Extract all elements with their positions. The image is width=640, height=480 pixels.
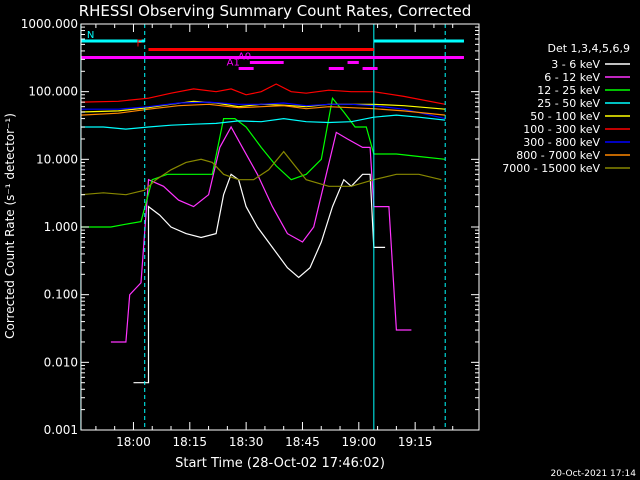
y-tick-label: 0.001 [44,423,78,437]
legend-label-300-800-kev: 300 - 800 keV [523,136,600,149]
timestamp: 20-Oct-2021 17:14 [551,469,637,479]
flag-label-a1: A1 [227,57,240,68]
x-tick-label: 19:00 [342,435,377,449]
flag-label-n: N [87,30,94,41]
x-tick-label: 19:15 [398,435,433,449]
y-tick-label: 100.000 [28,85,78,99]
y-tick-label: 0.100 [44,288,78,302]
flag-label-a0: A0 [238,51,251,62]
legend-label-6-12-kev: 6 - 12 keV [544,71,600,84]
x-tick-label: 18:00 [116,435,151,449]
legend-label-800-7000-kev: 800 - 7000 keV [516,149,600,162]
legend-label-12-25-kev: 12 - 25 keV [537,84,600,97]
x-tick-label: 18:15 [172,435,207,449]
flag-label-f: F [136,38,142,49]
legend-label-50-100-kev: 50 - 100 keV [530,110,600,123]
series-line-7000-15000-kev [81,150,442,196]
legend-title: Det 1,3,4,5,6,9 [547,42,630,55]
series-line-25-50-kev [81,114,446,130]
legend-label-7000-15000-kev: 7000 - 15000 keV [502,162,600,175]
series-group [81,83,446,384]
series-line-800-7000-kev [81,103,446,116]
chart-title: RHESSI Observing Summary Count Rates, Co… [79,2,472,20]
series-line-100-300-kev [81,83,446,105]
x-tick-label: 18:45 [285,435,320,449]
legend-label-3-6-kev: 3 - 6 keV [551,58,600,71]
y-tick-label: 0.010 [44,355,78,369]
series-line-300-800-kev [81,101,446,120]
y-axis-label: Corrected Count Rate (s⁻¹ detector⁻¹) [3,113,17,339]
series-line-6-12-kev [110,125,412,343]
x-tick-label: 18:30 [229,435,264,449]
series-line-12-25-kev [81,96,446,228]
legend-label-100-300-kev: 100 - 300 keV [523,123,600,136]
y-tick-label: 1000.000 [21,17,78,31]
y-tick-label: 1.000 [44,220,78,234]
x-axis-label: Start Time (28-Oct-02 17:46:02) [175,456,385,471]
y-tick-label: 10.000 [36,152,78,166]
legend-label-25-50-kev: 25 - 50 keV [537,97,600,110]
